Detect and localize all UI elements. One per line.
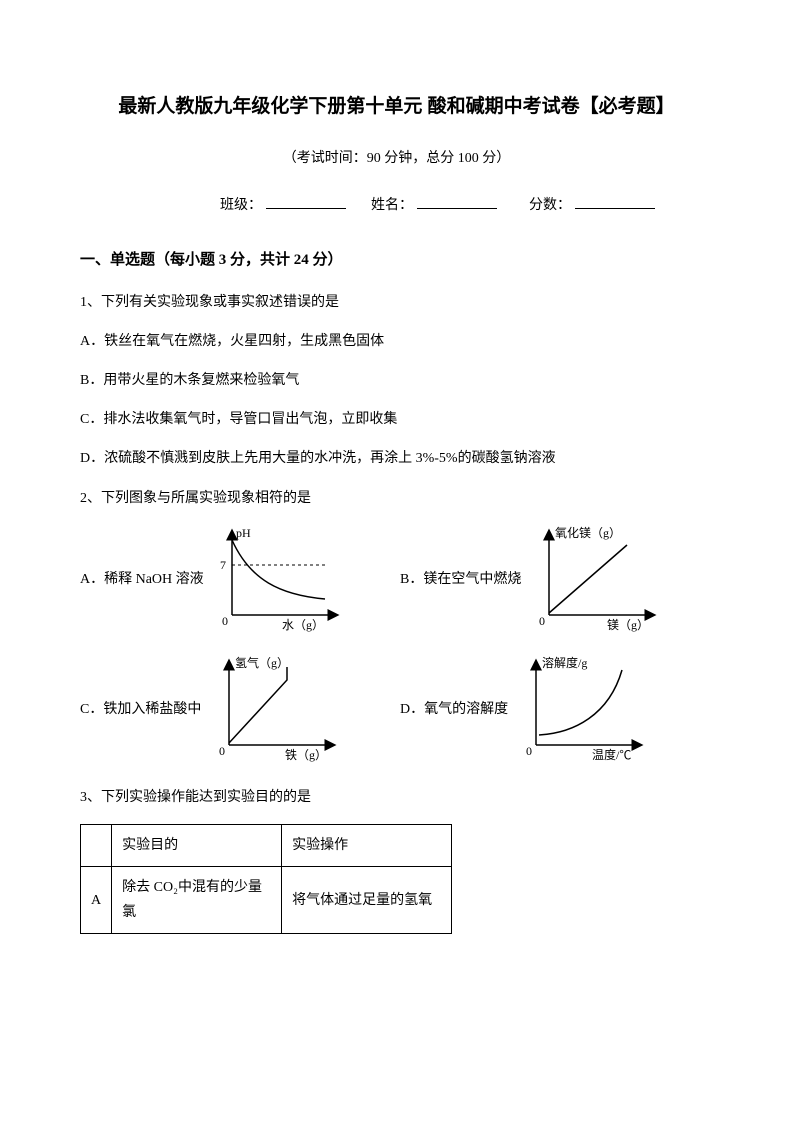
exam-info: （考试时间：90 分钟，总分 100 分） bbox=[80, 146, 713, 171]
chart-c-origin: 0 bbox=[219, 744, 225, 758]
q2-b-label: B．镁在空气中燃烧 bbox=[400, 567, 521, 592]
class-label: 班级： bbox=[220, 198, 262, 213]
page-title: 最新人教版九年级化学下册第十单元 酸和碱期中考试卷【必考题】 bbox=[80, 90, 713, 124]
q2-chart-a: pH 7 0 水（g） bbox=[210, 525, 350, 635]
chart-d-ylabel: 溶解度/g bbox=[542, 655, 587, 670]
section-1-header: 一、单选题（每小题 3 分，共计 24 分） bbox=[80, 247, 713, 274]
name-label: 姓名： bbox=[371, 198, 413, 213]
q2-chart-b: 氧化镁（g） 0 镁（g） bbox=[527, 525, 667, 635]
q3-h3: 实验操作 bbox=[282, 824, 452, 866]
q3-stem: 3、下列实验操作能达到实验目的的是 bbox=[80, 785, 713, 810]
chart-b-origin: 0 bbox=[539, 614, 545, 628]
q3-a-purpose: 除去 CO₂中混有的少量氯 bbox=[112, 867, 282, 934]
q2-a-label: A．稀释 NaOH 溶液 bbox=[80, 567, 204, 592]
chart-d-origin: 0 bbox=[526, 744, 532, 758]
q1-option-c: C．排水法收集氧气时，导管口冒出气泡，立即收集 bbox=[80, 407, 713, 432]
q1-stem: 1、下列有关实验现象或事实叙述错误的是 bbox=[80, 290, 713, 315]
class-blank[interactable] bbox=[266, 195, 346, 209]
q2-row-2: C．铁加入稀盐酸中 氢气（g） 0 铁（g） D．氧气的溶解度 bbox=[80, 655, 713, 765]
score-blank[interactable] bbox=[575, 195, 655, 209]
chart-a-ymark: 7 bbox=[220, 558, 226, 572]
q3-a-op: 将气体通过足量的氢氧 bbox=[282, 867, 452, 934]
chart-d-xlabel: 温度/℃ bbox=[592, 747, 631, 762]
score-label: 分数： bbox=[529, 198, 571, 213]
q1-option-d: D．浓硫酸不慎溅到皮肤上先用大量的水冲洗，再涂上 3%-5%的碳酸氢钠溶液 bbox=[80, 446, 713, 471]
q1-option-b: B．用带火星的木条复燃来检验氧气 bbox=[80, 368, 713, 393]
chart-a-ylabel: pH bbox=[236, 526, 251, 540]
q2-c-label: C．铁加入稀盐酸中 bbox=[80, 697, 201, 722]
q2-chart-d: 溶解度/g 0 温度/℃ bbox=[514, 655, 654, 765]
chart-c-ylabel: 氢气（g） bbox=[235, 655, 289, 670]
q2-d-label: D．氧气的溶解度 bbox=[400, 697, 508, 722]
chart-a-xlabel: 水（g） bbox=[282, 618, 324, 632]
q2-row-1: A．稀释 NaOH 溶液 pH 7 0 bbox=[80, 525, 713, 635]
name-blank[interactable] bbox=[417, 195, 497, 209]
chart-a-origin: 0 bbox=[222, 614, 228, 628]
q3-table: 实验目的 实验操作 A 除去 CO₂中混有的少量氯 将气体通过足量的氢氧 bbox=[80, 824, 452, 935]
chart-b-xlabel: 镁（g） bbox=[607, 618, 649, 632]
q2-stem: 2、下列图象与所属实验现象相符的是 bbox=[80, 486, 713, 511]
q3-h1 bbox=[81, 824, 112, 866]
table-row: 实验目的 实验操作 bbox=[81, 824, 452, 866]
table-row: A 除去 CO₂中混有的少量氯 将气体通过足量的氢氧 bbox=[81, 867, 452, 934]
chart-c-xlabel: 铁（g） bbox=[285, 748, 327, 762]
q2-chart-c: 氢气（g） 0 铁（g） bbox=[207, 655, 347, 765]
q3-a-key: A bbox=[81, 867, 112, 934]
q3-h2: 实验目的 bbox=[112, 824, 282, 866]
fill-line: 班级： 姓名： 分数： bbox=[80, 193, 713, 218]
chart-b-ylabel: 氧化镁（g） bbox=[555, 526, 621, 540]
q1-option-a: A．铁丝在氧气在燃烧，火星四射，生成黑色固体 bbox=[80, 329, 713, 354]
